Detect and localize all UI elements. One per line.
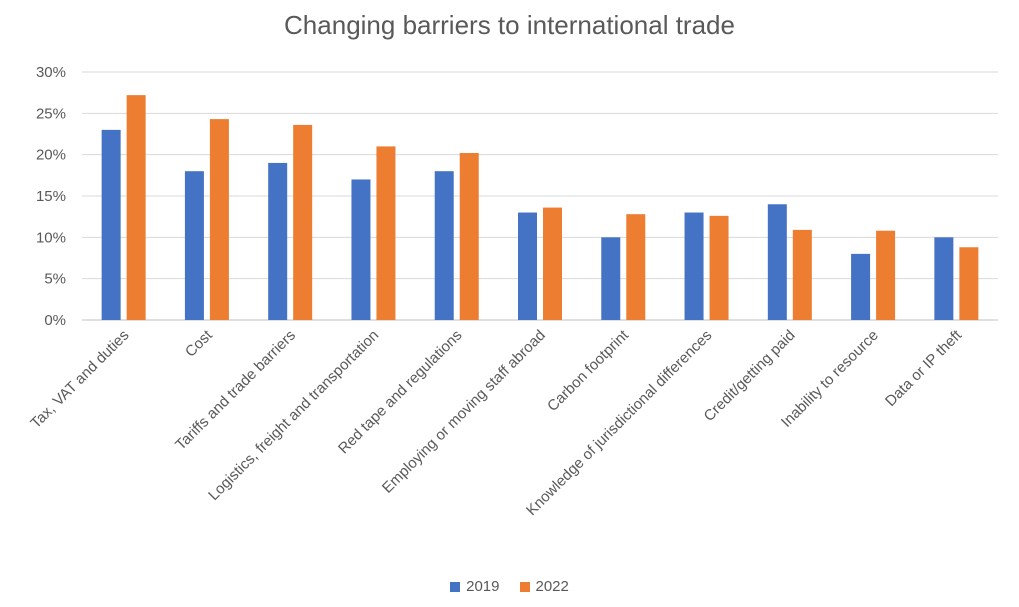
bar-2019 bbox=[434, 171, 454, 320]
legend-item-2022: 2022 bbox=[519, 578, 569, 595]
y-tick-label: 25% bbox=[36, 105, 66, 122]
y-tick-label: 20% bbox=[36, 147, 66, 164]
x-category-label: Knowledge of jurisdictional differences bbox=[523, 327, 715, 519]
y-tick-label: 10% bbox=[36, 229, 66, 246]
x-category-label: Logistics, freight and transportation bbox=[205, 327, 382, 504]
bar-2019 bbox=[518, 212, 537, 320]
legend-swatch-2019 bbox=[450, 581, 461, 592]
bar-2022 bbox=[459, 153, 479, 320]
bar-2019 bbox=[601, 237, 621, 320]
chart-title: Changing barriers to international trade bbox=[284, 10, 735, 40]
y-axis-ticks: 0% 5% 10% 15% 20% 25% 30% bbox=[36, 64, 66, 329]
bar-2019 bbox=[351, 179, 371, 320]
bar-2022 bbox=[626, 214, 646, 320]
y-tick-label: 30% bbox=[36, 64, 66, 81]
x-category-label: Cost bbox=[182, 326, 216, 360]
x-category-label: Employing or moving staff abroad bbox=[379, 327, 549, 497]
bars bbox=[101, 95, 979, 321]
legend-item-2019: 2019 bbox=[450, 578, 500, 595]
y-tick-label: 15% bbox=[36, 188, 66, 205]
bar-2019 bbox=[851, 253, 871, 320]
bar-2019 bbox=[268, 162, 288, 320]
x-category-label: Tax, VAT and duties bbox=[27, 327, 132, 432]
bar-2019 bbox=[184, 171, 204, 320]
legend-label-2019: 2019 bbox=[466, 578, 500, 595]
bar-2022 bbox=[126, 95, 146, 320]
bar-2022 bbox=[876, 230, 896, 320]
bar-2022 bbox=[543, 207, 562, 320]
gridlines bbox=[82, 71, 998, 321]
bar-2019 bbox=[934, 237, 954, 320]
legend-swatch-2022 bbox=[519, 581, 530, 592]
x-category-label: Credit/getting paid bbox=[701, 327, 799, 425]
x-category-label: Data or IP theft bbox=[882, 326, 966, 410]
bar-2022 bbox=[293, 124, 313, 320]
y-tick-label: 5% bbox=[44, 271, 66, 288]
bar-2022 bbox=[376, 146, 396, 320]
bar-2022 bbox=[709, 215, 729, 320]
legend: 2019 2022 bbox=[0, 578, 1019, 595]
y-tick-label: 0% bbox=[44, 312, 66, 329]
bar-2022 bbox=[209, 119, 229, 321]
bar-2022 bbox=[792, 229, 812, 320]
bar-2019 bbox=[684, 212, 704, 320]
bar-2019 bbox=[767, 204, 787, 320]
legend-label-2022: 2022 bbox=[535, 578, 569, 595]
x-category-label: Carbon footprint bbox=[544, 326, 633, 415]
bar-2022 bbox=[959, 247, 979, 320]
bar-2019 bbox=[101, 129, 121, 320]
